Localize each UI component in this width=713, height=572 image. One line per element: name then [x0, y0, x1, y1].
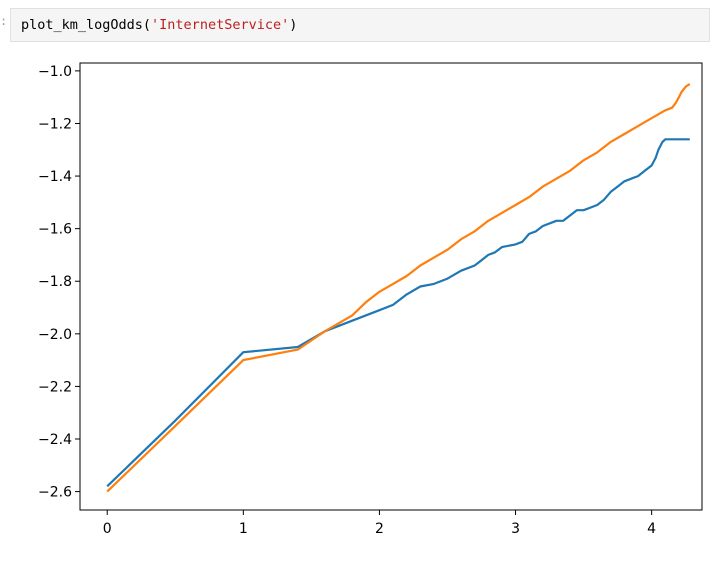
code-close-paren: ): [289, 17, 298, 33]
y-tick-label: −1.8: [38, 274, 72, 290]
code-string-argument: 'InternetService': [151, 17, 290, 33]
x-tick-label: 1: [239, 521, 248, 537]
x-tick-label: 3: [511, 521, 520, 537]
series-lines: [106, 83, 691, 493]
y-tick-label: −1.2: [38, 116, 72, 132]
y-tick-label: −1.6: [38, 222, 72, 238]
y-tick-label: −1.4: [38, 169, 72, 185]
plot-frame: [79, 62, 703, 511]
y-tick-label: −2.0: [38, 327, 72, 343]
y-tick-label: −1.0: [38, 64, 72, 80]
x-tick-label: 2: [375, 521, 384, 537]
code-function-call: plot_km_logOdds(: [21, 17, 152, 33]
code-line[interactable]: plot_km_logOdds('InternetService'): [21, 17, 297, 33]
x-tick-label: 4: [647, 521, 656, 537]
series-line-1: [106, 138, 690, 488]
x-tick-label: 0: [103, 521, 112, 537]
x-axis: 0 1 2 3 4: [103, 510, 656, 537]
y-tick-label: −2.2: [38, 379, 72, 395]
log-odds-chart: −1.0 −1.2 −1.4 −1.6 −1.8 −2.0 −2.2 −2.4 −2.6 0 1 2…: [38, 62, 703, 537]
y-tick-label: −2.4: [38, 432, 72, 448]
cell-output: −1.0 −1.2 −1.4 −1.6 −1.8 −2.0 −2.2 −2.4 −2.6 0 1 2…: [0, 44, 713, 568]
code-cell[interactable]: plot_km_logOdds('InternetService'): [10, 8, 710, 42]
cell-prompt: :: [0, 14, 8, 28]
series-line-2: [106, 83, 691, 493]
y-axis: −1.0 −1.2 −1.4 −1.6 −1.8 −2.0 −2.2 −2.4 −2.6: [38, 64, 80, 501]
y-tick-label: −2.6: [38, 485, 72, 501]
